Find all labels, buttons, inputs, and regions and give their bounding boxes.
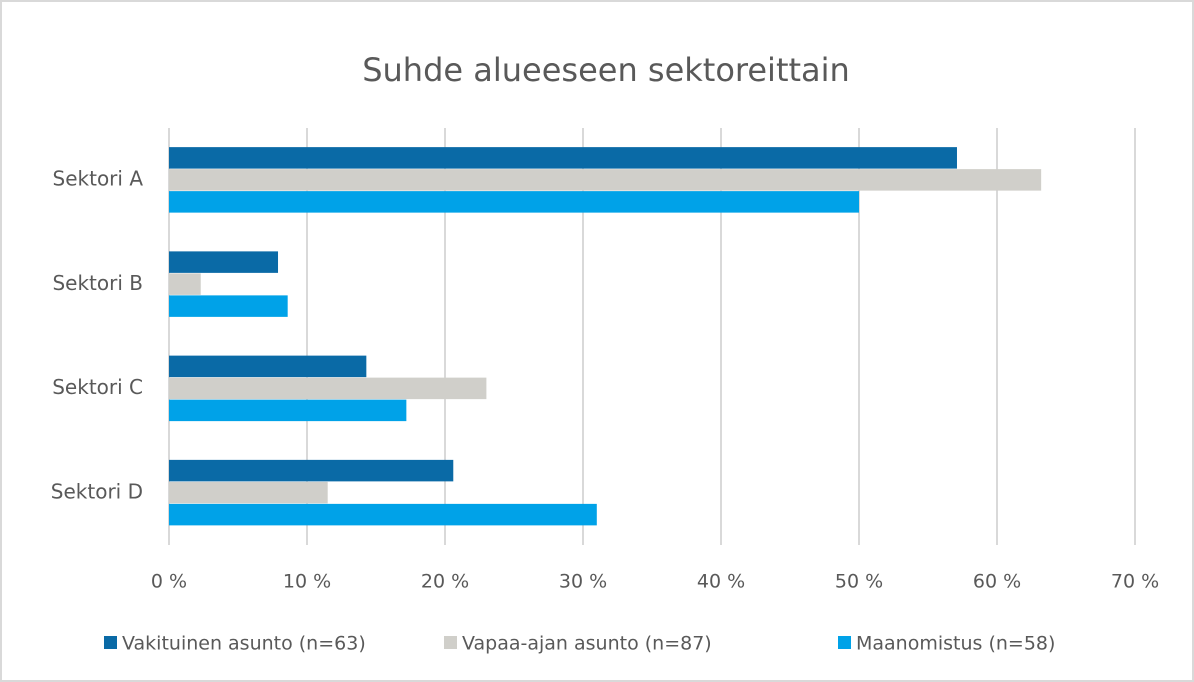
x-tick-label: 10 % xyxy=(283,571,331,593)
bar xyxy=(169,147,957,169)
bar xyxy=(169,459,454,482)
chart-title: Suhde alueeseen sektoreittain xyxy=(362,51,850,89)
legend-label: Vakituinen asunto (n=63) xyxy=(122,633,366,655)
bar xyxy=(169,251,279,273)
legend-swatch xyxy=(838,636,851,649)
legend-label: Vapaa-ajan asunto (n=87) xyxy=(462,633,712,655)
x-tick-label: 30 % xyxy=(559,571,607,593)
y-tick-label: Sektori C xyxy=(52,375,143,399)
bar xyxy=(169,295,288,317)
bar xyxy=(169,377,487,400)
y-tick-label: Sektori B xyxy=(52,271,143,295)
bar xyxy=(169,503,597,526)
bar xyxy=(169,273,201,295)
x-tick-label: 40 % xyxy=(697,571,745,593)
bar xyxy=(169,481,328,504)
bar xyxy=(169,399,407,422)
y-tick-label: Sektori D xyxy=(51,479,143,503)
bar xyxy=(169,355,367,378)
x-tick-label: 70 % xyxy=(1111,571,1159,593)
legend-swatch xyxy=(104,636,117,649)
y-tick-label: Sektori A xyxy=(53,167,144,191)
x-tick-label: 50 % xyxy=(835,571,883,593)
x-tick-label: 60 % xyxy=(973,571,1021,593)
legend-swatch xyxy=(444,636,457,649)
x-tick-label: 0 % xyxy=(151,571,187,593)
bar xyxy=(169,169,1042,191)
x-tick-label: 20 % xyxy=(421,571,469,593)
bar xyxy=(169,191,859,213)
legend-label: Maanomistus (n=58) xyxy=(856,633,1055,655)
